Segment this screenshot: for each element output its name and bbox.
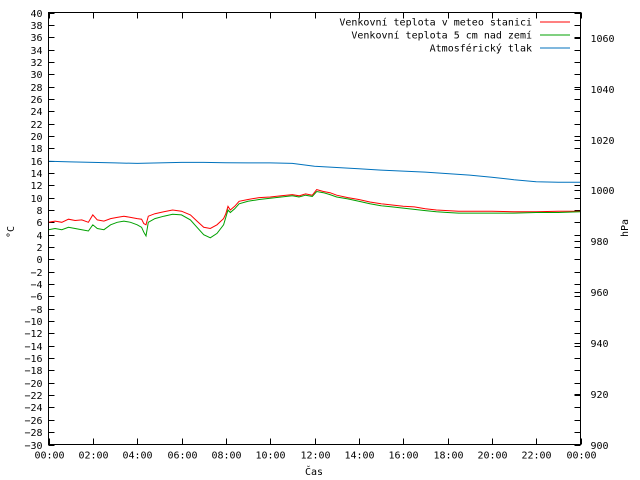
y-tick-label: −26 (24, 416, 42, 427)
legend-label-3: Atmosférický tlak (430, 43, 532, 55)
y-tick-label: 16 (30, 157, 42, 168)
y-tick-label: 28 (30, 83, 42, 94)
y-tick-label: −24 (24, 403, 42, 414)
legend-label-2: Venkovní teplota 5 cm nad zemí (351, 30, 532, 42)
y-tick-label: −2 (30, 268, 42, 279)
y-tick-label: 10 (30, 194, 42, 205)
y-tick-label: 8 (36, 206, 42, 217)
y2-tick-labels: 1060 1040 1020 1000 980 960 940 920 900 (591, 34, 615, 452)
y-tick-label: 38 (30, 21, 42, 32)
x-tick-label: 16:00 (388, 451, 418, 462)
y-tick-label: −8 (30, 305, 42, 316)
x-axis-label: Čas (305, 465, 323, 478)
y-tick-label: 6 (36, 218, 42, 229)
y-tick-label: 34 (30, 46, 42, 57)
x-tick-label: 00:00 (34, 451, 64, 462)
y2-tick-label: 980 (591, 237, 609, 248)
grid-ticks (48, 12, 582, 446)
x-tick-label: 04:00 (122, 451, 152, 462)
y-tick-label: 18 (30, 144, 42, 155)
x-tick-labels: 00:00 02:00 04:00 06:00 08:00 10:00 12:00 14:00… (34, 451, 596, 462)
y-tick-label: 36 (30, 33, 42, 44)
x-tick-label: 14:00 (344, 451, 374, 462)
x-tick-label: 12:00 (300, 451, 330, 462)
y-tick-label: −30 (24, 441, 42, 452)
legend-label-1: Venkovní teplota v meteo stanici (339, 17, 532, 29)
y-tick-label: −22 (24, 391, 42, 402)
y-tick-label: −18 (24, 366, 42, 377)
y2-tick-label: 1060 (591, 34, 615, 45)
x-tick-label: 08:00 (211, 451, 241, 462)
series-line-1 (48, 189, 581, 230)
y-tick-label: 24 (30, 107, 42, 118)
series-line-2 (48, 190, 581, 239)
y-tick-label: −16 (24, 354, 42, 365)
y-tick-label: 30 (30, 70, 42, 81)
y-tick-labels: 4038363432302826242220181614121086420−2−… (24, 9, 42, 452)
y-tick-label: −10 (24, 317, 42, 328)
y-tick-label: 4 (36, 231, 42, 242)
y-tick-label: 0 (36, 255, 42, 266)
legend: Venkovní teplota v meteo staniciVenkovní… (339, 17, 570, 55)
plot-frame (48, 12, 581, 445)
y-tick-label: 2 (36, 243, 42, 254)
y-tick-label: −28 (24, 428, 42, 439)
y-tick-label: 14 (30, 169, 42, 180)
series-lines (48, 160, 581, 239)
y-tick-label: −12 (24, 329, 42, 340)
y-tick-label: 22 (30, 120, 42, 131)
y-tick-label: −14 (24, 342, 42, 353)
y-tick-label: −6 (30, 292, 42, 303)
series-line-3 (48, 160, 581, 183)
y2-tick-label: 940 (591, 339, 609, 350)
y2-tick-label: 1000 (591, 186, 615, 197)
y-tick-label: 32 (30, 58, 42, 69)
x-tick-label: 22:00 (521, 451, 551, 462)
y2-tick-label: 900 (591, 441, 609, 452)
y2-tick-label: 920 (591, 390, 609, 401)
x-tick-label: 06:00 (167, 451, 197, 462)
x-tick-label: 10:00 (255, 451, 285, 462)
y-axis-label: °C (6, 226, 17, 238)
y-tick-label: 12 (30, 181, 42, 192)
x-tick-label: 00:00 (566, 451, 596, 462)
x-tick-label: 20:00 (477, 451, 507, 462)
x-tick-label: 02:00 (78, 451, 108, 462)
y2-tick-label: 960 (591, 288, 609, 299)
y-tick-label: −20 (24, 379, 42, 390)
y-tick-label: 26 (30, 95, 42, 106)
y-tick-label: 20 (30, 132, 42, 143)
y2-tick-label: 1040 (591, 85, 615, 96)
x-tick-label: 18:00 (433, 451, 463, 462)
y2-axis-label: hPa (620, 219, 631, 237)
y-tick-label: 40 (30, 9, 42, 20)
y-tick-label: −4 (30, 280, 42, 291)
y2-tick-label: 1020 (591, 136, 615, 147)
